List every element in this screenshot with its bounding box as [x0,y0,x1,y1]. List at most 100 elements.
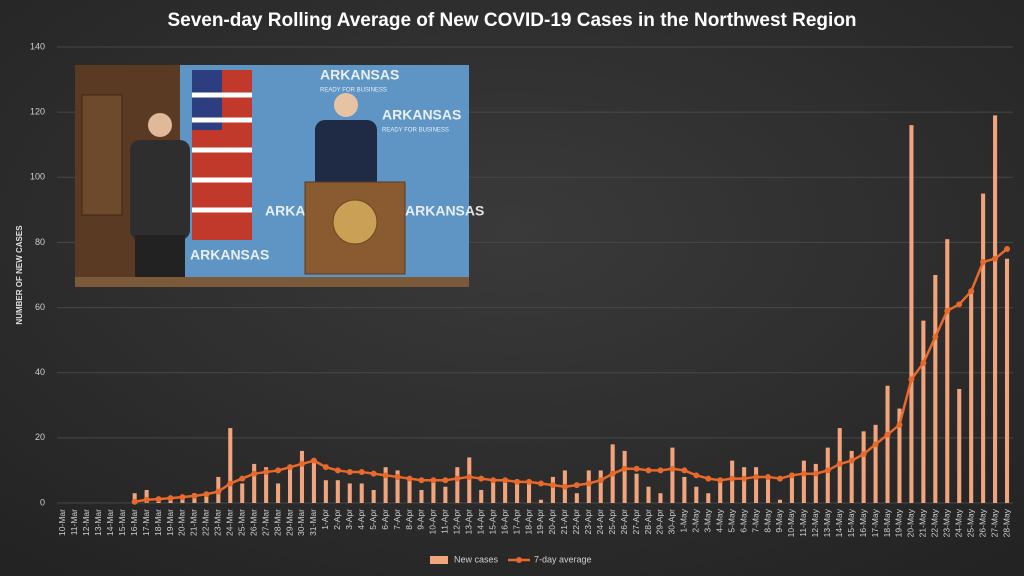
line-marker [776,475,783,482]
x-tick-label: 24-May [953,508,963,537]
x-tick-label: 10-May [786,508,796,537]
x-tick-label: 23-Apr [583,509,593,535]
x-tick-label: 27-May [989,508,999,537]
bar [694,486,699,503]
line-marker [609,470,616,477]
x-tick-label: 18-Apr [523,509,533,535]
line-marker [418,477,425,484]
bar [419,489,424,503]
x-tick-label: 6-Apr [380,509,390,530]
backdrop-text: ARKANSAS [382,107,461,123]
x-tick-label: 21-Apr [559,509,569,535]
bar [359,483,364,503]
bar [849,450,854,503]
line-marker [191,492,198,499]
line-marker [848,457,855,464]
bar [526,483,532,503]
x-tick-label: 10-Apr [428,509,438,535]
x-tick-label: 4-Apr [356,509,366,530]
bar [754,467,759,503]
x-tick-label: 26-Mar [248,509,258,536]
bar [550,476,555,503]
y-axis-title: NUMBER OF NEW CASES [15,225,24,325]
bar [491,480,496,503]
x-tick-label: 28-Apr [643,509,653,535]
line-marker [322,464,329,471]
x-tick-label: 7-Apr [392,509,402,530]
line-marker [729,475,736,482]
bar [538,499,544,503]
x-tick-label: 3-Apr [344,509,354,530]
bar [646,486,651,503]
bar [252,463,257,503]
line-marker [382,472,389,479]
legend: New cases 7-day average [430,554,592,564]
line-marker [585,480,592,487]
bar [455,467,460,503]
bar [765,476,771,503]
bar [957,389,962,503]
bar [586,470,591,503]
bar [730,460,735,503]
bar [670,447,675,503]
bar [981,193,986,504]
bar [503,480,508,503]
x-tick-label: 24-Mar [225,509,235,536]
bar [299,450,305,503]
line-marker [430,477,437,484]
x-tick-label: 10-Mar [57,509,67,536]
x-tick-label: 2-May [691,508,701,532]
bar [801,460,806,503]
x-tick-label: 30-Mar [296,509,306,536]
x-tick-label: 12-Mar [81,509,91,536]
x-tick-label: 29-Mar [284,509,294,536]
x-tick-label: 31-Mar [308,509,318,536]
bar [144,489,149,503]
x-tick-label: 22-Apr [571,509,581,535]
line-marker [537,480,544,487]
line-marker [800,470,807,477]
x-tick-label: 20-May [906,508,916,537]
line-marker [872,441,879,448]
line-marker [442,477,449,484]
line-marker [298,460,305,467]
line-marker [275,467,282,474]
x-tick-label: 7-May [750,508,760,532]
line-marker [334,467,341,474]
x-tick-label: 18-Mar [153,509,163,536]
bar [885,385,890,503]
x-tick-label: 4-May [714,508,724,532]
bar [969,291,974,503]
backdrop-tagline: READY FOR BUSINESS [382,128,449,134]
x-tick-label: 21-Mar [189,509,199,536]
x-tick-label: 16-May [858,508,868,537]
x-tick-label: 17-May [870,508,880,537]
line-marker [1004,245,1011,252]
bar [276,483,281,503]
line-marker [693,472,700,479]
line-marker [406,475,413,482]
line-marker [549,482,556,489]
x-tick-label: 8-May [762,508,772,532]
x-tick-label: 3-May [703,508,713,532]
legend-swatch [430,556,448,564]
line-marker [621,465,628,472]
line-marker [215,488,222,495]
x-tick-label: 19-Mar [165,509,175,536]
bar [933,275,938,503]
y-tick-label: 0 [40,497,45,507]
person-legs [135,235,185,277]
bar [347,483,352,503]
person-body [315,120,377,190]
person-body [130,140,190,240]
line-marker [669,465,676,472]
x-tick-label: 25-May [965,508,975,537]
bar [897,408,902,503]
bar [1004,258,1010,503]
legend-label: New cases [454,554,499,564]
line-marker [155,496,162,503]
x-tick-label: 18-May [882,508,892,537]
line-marker [239,475,246,482]
line-marker [203,491,210,498]
